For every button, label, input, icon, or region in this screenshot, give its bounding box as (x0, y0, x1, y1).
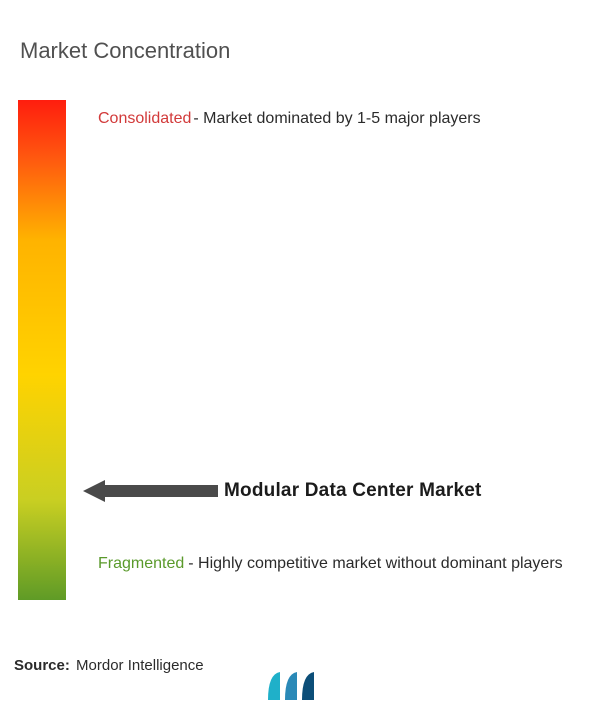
page-title: Market Concentration (20, 38, 578, 64)
consolidated-annotation: Consolidated- Market dominated by 1-5 ma… (98, 106, 568, 132)
source-label: Source: (14, 657, 70, 674)
chart-area: Consolidated- Market dominated by 1-5 ma… (18, 100, 578, 600)
fragmented-description: - Highly competitive market without domi… (188, 555, 562, 572)
fragmented-annotation: Fragmented- Highly competitive market wi… (98, 548, 568, 580)
fragmented-label: Fragmented (98, 555, 184, 572)
consolidated-description: - Market dominated by 1-5 major players (193, 110, 480, 127)
source-value: Mordor Intelligence (76, 657, 204, 674)
market-pointer: Modular Data Center Market (83, 478, 482, 504)
arrow-left-icon (83, 478, 218, 504)
market-name: Modular Data Center Market (224, 480, 482, 502)
market-concentration-infographic: Market Concentration Consolidated- Marke… (0, 0, 596, 720)
source-attribution: Source: Mordor Intelligence (14, 657, 204, 674)
mordor-logo-icon (268, 670, 326, 700)
consolidated-label: Consolidated (98, 110, 191, 127)
concentration-gradient-bar (18, 100, 66, 600)
